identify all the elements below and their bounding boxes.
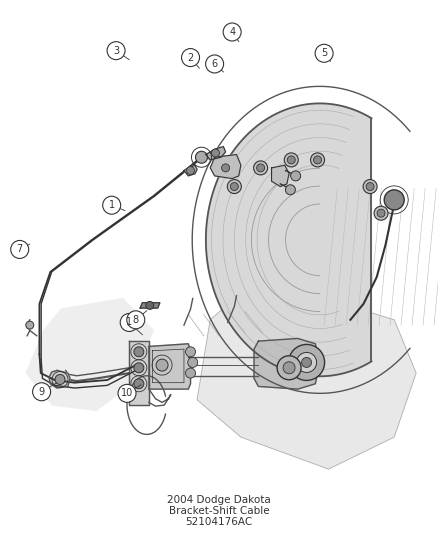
Circle shape — [363, 180, 377, 193]
Circle shape — [283, 362, 295, 374]
Circle shape — [156, 359, 168, 371]
Text: Bracket-Shift Cable: Bracket-Shift Cable — [169, 506, 269, 516]
Polygon shape — [184, 165, 197, 176]
Text: 4: 4 — [229, 27, 235, 37]
Circle shape — [134, 363, 144, 373]
Circle shape — [134, 347, 144, 357]
Circle shape — [374, 206, 388, 220]
Circle shape — [289, 344, 325, 381]
Circle shape — [286, 185, 295, 195]
Circle shape — [134, 379, 144, 389]
Circle shape — [384, 190, 404, 210]
Text: 52104176AC: 52104176AC — [185, 517, 253, 527]
Polygon shape — [197, 293, 416, 469]
Circle shape — [181, 49, 200, 67]
Text: 3: 3 — [113, 46, 119, 55]
Circle shape — [187, 166, 194, 175]
Circle shape — [146, 301, 154, 310]
Circle shape — [205, 55, 224, 73]
Text: 9: 9 — [39, 387, 45, 397]
Circle shape — [302, 358, 311, 367]
Circle shape — [287, 156, 295, 164]
Circle shape — [297, 352, 317, 373]
Polygon shape — [49, 370, 70, 388]
Text: 1: 1 — [109, 200, 115, 210]
Circle shape — [118, 384, 136, 402]
Text: 2004 Dodge Dakota: 2004 Dodge Dakota — [167, 495, 271, 505]
Circle shape — [257, 164, 265, 172]
Polygon shape — [254, 338, 320, 389]
Polygon shape — [206, 147, 226, 160]
Circle shape — [55, 375, 65, 384]
Circle shape — [32, 383, 51, 401]
Circle shape — [291, 171, 300, 181]
Text: 2: 2 — [187, 53, 194, 62]
Circle shape — [377, 209, 385, 217]
Circle shape — [314, 156, 321, 164]
Text: 6: 6 — [212, 59, 218, 69]
Circle shape — [102, 196, 121, 214]
Text: 7: 7 — [17, 245, 23, 254]
Text: 1: 1 — [126, 318, 132, 327]
Circle shape — [11, 240, 29, 259]
Text: 5: 5 — [321, 49, 327, 58]
Polygon shape — [26, 298, 153, 410]
Polygon shape — [129, 341, 149, 405]
Circle shape — [195, 151, 208, 163]
Circle shape — [230, 182, 238, 191]
Circle shape — [277, 356, 301, 380]
Circle shape — [188, 358, 198, 367]
Text: 10: 10 — [121, 389, 133, 398]
Circle shape — [284, 153, 298, 167]
Polygon shape — [149, 344, 191, 389]
Circle shape — [186, 368, 195, 378]
Circle shape — [311, 153, 325, 167]
Circle shape — [186, 347, 195, 357]
Polygon shape — [140, 303, 160, 308]
Circle shape — [227, 180, 241, 193]
Circle shape — [223, 23, 241, 41]
Polygon shape — [210, 155, 241, 179]
Circle shape — [315, 44, 333, 62]
Text: 8: 8 — [133, 315, 139, 325]
Circle shape — [127, 311, 145, 329]
Circle shape — [212, 149, 219, 157]
Circle shape — [254, 161, 268, 175]
Circle shape — [222, 164, 230, 172]
Circle shape — [26, 321, 34, 329]
Circle shape — [107, 42, 125, 60]
Polygon shape — [272, 165, 289, 187]
Circle shape — [366, 182, 374, 191]
Circle shape — [120, 313, 138, 332]
Polygon shape — [206, 103, 371, 376]
